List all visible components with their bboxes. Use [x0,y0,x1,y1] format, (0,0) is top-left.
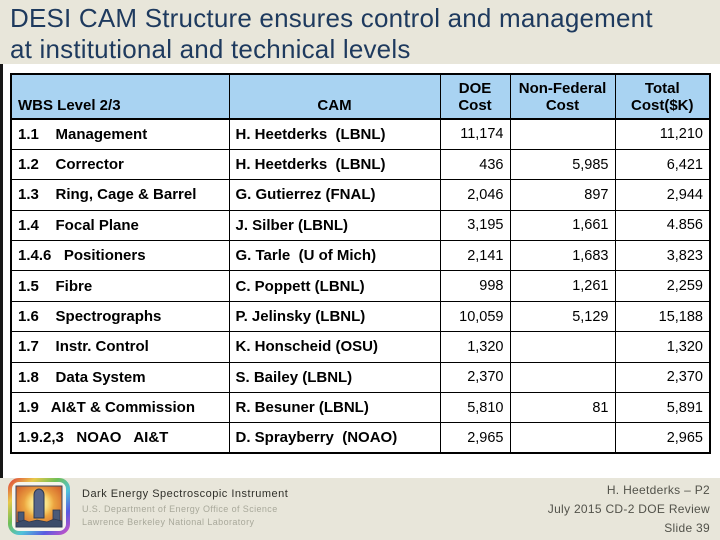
table-row: 1.7 Instr. Control K. Honscheid (OSU) 1,… [10,331,711,363]
cell-nonfederal-cost [509,422,616,454]
cell-total-cost: 4.856 [614,209,711,242]
col-header-total-cost: Total Cost($K) [614,73,711,120]
cell-wbs: 1.7 Instr. Control [10,331,230,363]
cell-wbs: 1.6 Spectrographs [10,300,230,333]
desi-logo-icon [8,478,70,535]
table-row: 1.9 AI&T & Commission R. Besuner (LBNL) … [10,392,711,424]
cell-wbs: 1.9.2,3 NOAO AI&T [10,422,230,454]
cell-nonfederal-cost [509,118,616,150]
title-band [0,0,720,64]
cell-total-cost: 2,965 [614,422,711,454]
footer-lbnl-line: Lawrence Berkeley National Laboratory [82,517,255,527]
page-title: DESI CAM Structure ensures control and m… [10,3,653,64]
cell-total-cost: 11,210 [614,118,711,150]
table-row: 1.2 Corrector H. Heetderks (LBNL) 436 5,… [10,148,711,181]
cell-nonfederal-cost [509,331,616,363]
footer-review: July 2015 CD-2 DOE Review [547,502,710,516]
col-header-wbs: WBS Level 2/3 [10,73,230,120]
footer-presenter: H. Heetderks – P2 [606,483,710,497]
table-row: 1.3 Ring, Cage & Barrel G. Gutierrez (FN… [10,179,711,211]
cell-doe-cost: 998 [439,270,511,302]
footer-left-block: Dark Energy Spectroscopic Instrument U.S… [82,488,288,529]
cell-nonfederal-cost: 897 [509,179,616,211]
cell-cam: H. Heetderks (LBNL) [228,118,441,150]
table-row: 1.4.6 Positioners G. Tarle (U of Mich) 2… [10,240,711,272]
cell-cam: C. Poppett (LBNL) [228,270,441,302]
cell-total-cost: 3,823 [614,240,711,272]
table-row: 1.1 Management H. Heetderks (LBNL) 11,17… [10,118,711,150]
cell-doe-cost: 11,174 [439,118,511,150]
cell-cam: P. Jelinsky (LBNL) [228,300,441,333]
cell-doe-cost: 2,141 [439,240,511,272]
cell-total-cost: 2,944 [614,179,711,211]
cell-doe-cost: 1,320 [439,331,511,363]
slide-left-edge [0,64,3,540]
cell-nonfederal-cost: 1,261 [509,270,616,302]
cell-cam: D. Sprayberry (NOAO) [228,422,441,454]
cell-cam: G. Gutierrez (FNAL) [228,179,441,211]
table-row: 1.5 Fibre C. Poppett (LBNL) 998 1,261 2,… [10,270,711,302]
cell-cam: G. Tarle (U of Mich) [228,240,441,272]
footer-project-name: Dark Energy Spectroscopic Instrument [82,488,289,500]
cell-total-cost: 15,188 [614,300,711,333]
wbs-cam-cost-table: WBS Level 2/3 CAM DOE Cost Non-Federal C… [10,73,711,455]
cell-doe-cost: 2,370 [439,361,511,394]
cell-nonfederal-cost: 5,985 [509,148,616,181]
footer-slide-number: Slide 39 [664,521,710,535]
cell-wbs: 1.5 Fibre [10,270,230,302]
cell-wbs: 1.4 Focal Plane [10,209,230,242]
cell-nonfederal-cost [509,361,616,394]
cell-cam: S. Bailey (LBNL) [228,361,441,394]
cell-total-cost: 2,259 [614,270,711,302]
cell-cam: K. Honscheid (OSU) [228,331,441,363]
cell-cam: R. Besuner (LBNL) [228,392,441,424]
cell-nonfederal-cost: 81 [509,392,616,424]
table-header-row: WBS Level 2/3 CAM DOE Cost Non-Federal C… [10,73,711,120]
table-row: 1.8 Data System S. Bailey (LBNL) 2,370 2… [10,361,711,394]
footer-band [0,478,720,540]
cell-doe-cost: 3,195 [439,209,511,242]
cell-total-cost: 2,370 [614,361,711,394]
cell-wbs: 1.8 Data System [10,361,230,394]
cell-total-cost: 6,421 [614,148,711,181]
cell-cam: J. Silber (LBNL) [228,209,441,242]
col-header-cam: CAM [228,73,441,120]
cell-wbs: 1.9 AI&T & Commission [10,392,230,424]
cell-doe-cost: 10,059 [439,300,511,333]
cell-total-cost: 1,320 [614,331,711,363]
cell-total-cost: 5,891 [614,392,711,424]
cell-nonfederal-cost: 5,129 [509,300,616,333]
cell-nonfederal-cost: 1,683 [509,240,616,272]
footer-right-block: H. Heetderks – P2 July 2015 CD-2 DOE Rev… [548,481,710,538]
cell-doe-cost: 436 [439,148,511,181]
cell-wbs: 1.2 Corrector [10,148,230,181]
cell-wbs: 1.3 Ring, Cage & Barrel [10,179,230,211]
table-row: 1.9.2,3 NOAO AI&T D. Sprayberry (NOAO) 2… [10,422,711,454]
cell-wbs: 1.4.6 Positioners [10,240,230,272]
col-header-doe-cost: DOE Cost [439,73,511,120]
cell-cam: H. Heetderks (LBNL) [228,148,441,181]
cell-doe-cost: 5,810 [439,392,511,424]
cell-doe-cost: 2,965 [439,422,511,454]
cell-nonfederal-cost: 1,661 [509,209,616,242]
cell-wbs: 1.1 Management [10,118,230,150]
col-header-nonfederal-cost: Non-Federal Cost [509,73,616,120]
cell-doe-cost: 2,046 [439,179,511,211]
table-row: 1.4 Focal Plane J. Silber (LBNL) 3,195 1… [10,209,711,242]
footer-doe-line: U.S. Department of Energy Office of Scie… [82,504,278,514]
table-row: 1.6 Spectrographs P. Jelinsky (LBNL) 10,… [10,300,711,333]
